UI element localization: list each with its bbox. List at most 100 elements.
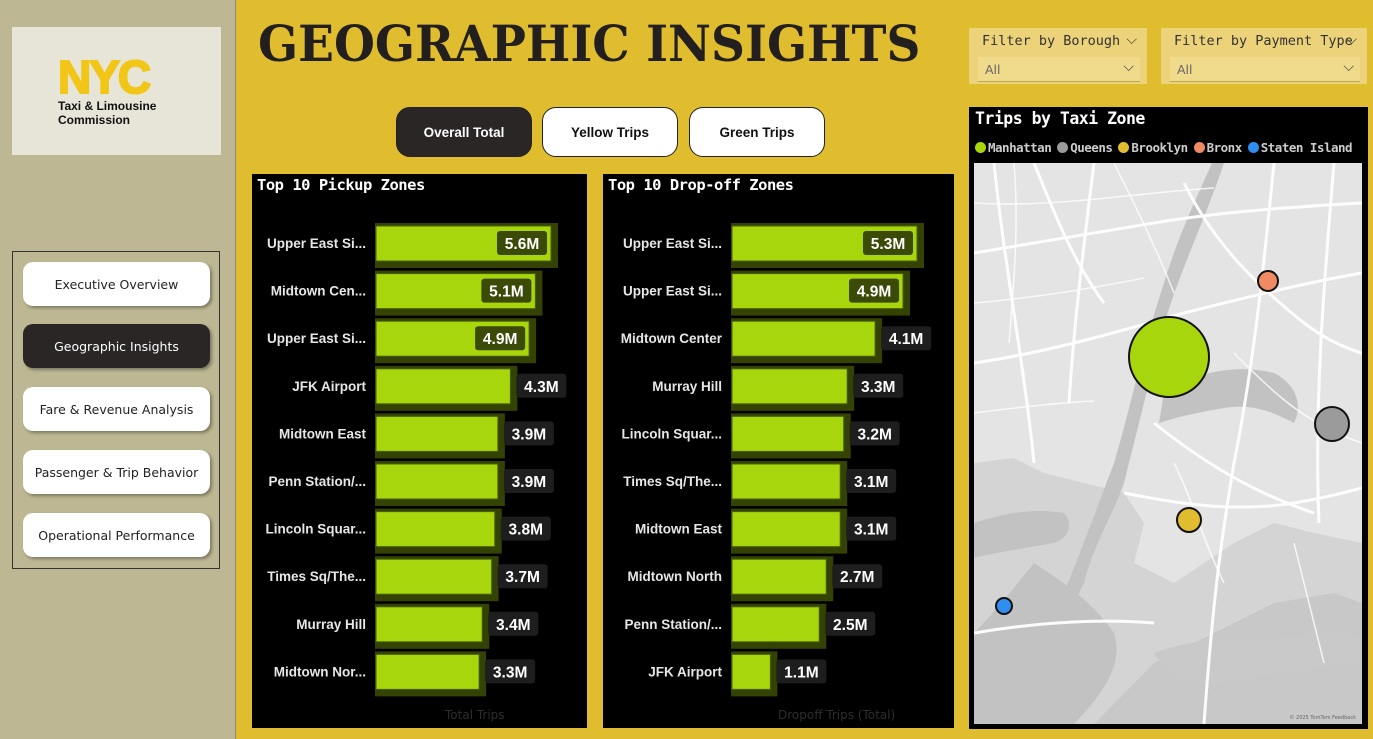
- bar[interactable]: [731, 368, 848, 405]
- map-canvas[interactable]: © 2025 TomTom Feedback: [974, 163, 1362, 724]
- chevron-down-icon[interactable]: ⌵: [1126, 32, 1137, 48]
- filter-payment-type-label: Filter by Payment Type: [1174, 33, 1353, 49]
- chevron-down-icon[interactable]: ⌵: [1343, 59, 1354, 75]
- dropoff-bars-svg: Upper East Si... 5.3M Upper East Si... 4.9M…: [621, 223, 932, 697]
- data-label: 5.6M: [505, 236, 539, 253]
- bubble-brooklyn[interactable]: [1176, 507, 1202, 533]
- bar[interactable]: [731, 558, 827, 595]
- pickup-zones-chart: Top 10 Pickup Zones Upper East Si... 5.6M…: [252, 174, 587, 728]
- bar[interactable]: [731, 415, 845, 452]
- legend-item[interactable]: Queens: [1057, 140, 1113, 155]
- legend-label: Bronx: [1206, 140, 1243, 155]
- filter-payment-type-select[interactable]: All ⌵: [1170, 57, 1360, 82]
- data-label: 4.1M: [889, 331, 923, 348]
- legend-dot: [1057, 142, 1069, 153]
- map-legend: Manhattan Queens Brooklyn Bronx Staten Islan…: [975, 140, 1353, 155]
- category-label: Times Sq/The...: [267, 569, 366, 584]
- data-label-bg: [503, 421, 554, 446]
- filter-borough: Filter by Borough ⌵ All ⌵: [969, 28, 1147, 84]
- category-label: Penn Station/...: [624, 617, 722, 632]
- bar[interactable]: [375, 606, 483, 643]
- bubble-queens[interactable]: [1314, 406, 1350, 442]
- bar[interactable]: [731, 653, 771, 690]
- data-label-bg: [500, 516, 551, 541]
- borough-bubbles: [995, 270, 1350, 615]
- legend-item[interactable]: Staten Island: [1247, 140, 1353, 155]
- data-label-bg: [849, 278, 900, 303]
- data-label-bg: [475, 326, 526, 351]
- legend-item[interactable]: Brooklyn: [1118, 140, 1188, 155]
- logo-line-1: Taxi & Limousine: [58, 99, 157, 113]
- data-label: 3.8M: [509, 522, 543, 539]
- data-label: 3.9M: [512, 474, 546, 491]
- logo-text: Taxi & Limousine Commission: [58, 99, 156, 127]
- category-label: JFK Airport: [292, 379, 366, 394]
- nav-fare-revenue-analysis[interactable]: Fare & Revenue Analysis: [23, 387, 210, 431]
- nav-geographic-insights[interactable]: Geographic Insights: [23, 324, 210, 368]
- toggle-yellow-trips[interactable]: Yellow Trips: [542, 107, 678, 157]
- chevron-down-icon[interactable]: ⌵: [1123, 59, 1134, 75]
- data-label-bg: [776, 659, 827, 684]
- nav-executive-overview[interactable]: Executive Overview: [23, 262, 210, 306]
- data-label-bg: [863, 231, 913, 255]
- data-label: 4.9M: [483, 331, 517, 348]
- filter-payment-type-value: All: [1177, 62, 1193, 77]
- bar[interactable]: [375, 463, 499, 500]
- nav-operational-performance[interactable]: Operational Performance: [23, 513, 210, 557]
- category-label: JFK Airport: [648, 664, 722, 679]
- map-credit: © 2025 TomTom Feedback: [1289, 715, 1356, 721]
- category-label: Upper East Si...: [267, 236, 366, 251]
- data-label-bg: [488, 611, 539, 636]
- bar[interactable]: [375, 511, 496, 548]
- bar[interactable]: [731, 463, 841, 500]
- map-title: Trips by Taxi Zone: [975, 109, 1145, 128]
- category-label: Midtown East: [279, 426, 367, 441]
- bar[interactable]: [731, 511, 841, 548]
- category-label: Murray Hill: [652, 379, 722, 394]
- pickup-bars-svg: Upper East Si... 5.6M Midtown Cen... 5.1M Up…: [265, 223, 567, 697]
- nav-passenger-trip-behavior[interactable]: Passenger & Trip Behavior: [23, 450, 210, 494]
- bar[interactable]: [731, 606, 820, 643]
- data-label-bg: [825, 611, 876, 636]
- legend-item[interactable]: Manhattan: [975, 140, 1052, 155]
- toggle-green-trips[interactable]: Green Trips: [689, 107, 825, 157]
- data-label: 3.4M: [496, 617, 530, 634]
- data-label: 1.1M: [784, 664, 818, 681]
- category-label: Midtown Center: [621, 331, 723, 346]
- category-label: Midtown Nor...: [274, 664, 366, 679]
- data-label: 3.9M: [512, 426, 546, 443]
- data-label: 5.3M: [871, 236, 905, 253]
- category-label: Midtown North: [628, 569, 722, 584]
- data-label: 3.2M: [857, 426, 891, 443]
- bubble-staten-island[interactable]: [995, 597, 1013, 615]
- data-label: 3.3M: [861, 379, 895, 396]
- toggle-overall-total[interactable]: Overall Total: [396, 107, 532, 157]
- logo-line-2: Commission: [58, 113, 131, 127]
- bar[interactable]: [375, 415, 499, 452]
- bubble-manhattan[interactable]: [1128, 316, 1210, 398]
- page-navigation: Executive Overview Geographic Insights F…: [12, 251, 220, 569]
- category-label: Times Sq/The...: [623, 474, 722, 489]
- bar[interactable]: [375, 558, 493, 595]
- data-label: 3.7M: [505, 569, 539, 586]
- bar[interactable]: [375, 653, 480, 690]
- chevron-down-icon[interactable]: ⌵: [1346, 32, 1357, 48]
- category-label: Lincoln Squar...: [265, 522, 366, 537]
- sidebar: NYC Taxi & Limousine Commission Executiv…: [0, 0, 236, 739]
- data-label: 4.9M: [857, 284, 891, 301]
- legend-dot: [1193, 142, 1205, 153]
- bubble-bronx[interactable]: [1257, 270, 1279, 292]
- data-label-bg: [497, 564, 548, 589]
- category-label: Midtown East: [635, 522, 723, 537]
- x-axis-title: Dropoff Trips (Total): [778, 708, 896, 722]
- legend-item[interactable]: Bronx: [1193, 140, 1243, 155]
- filter-borough-select[interactable]: All ⌵: [978, 57, 1140, 82]
- page-title: GEOGRAPHIC INSIGHTS: [258, 14, 921, 73]
- filter-payment-type: Filter by Payment Type ⌵ All ⌵: [1161, 28, 1367, 84]
- chart-title: Top 10 Pickup Zones: [257, 176, 425, 194]
- nyc-logo-mark: NYC: [58, 55, 153, 99]
- bar[interactable]: [375, 368, 511, 405]
- data-label: 2.7M: [840, 569, 874, 586]
- bar[interactable]: [731, 320, 876, 357]
- data-label: 3.3M: [493, 664, 527, 681]
